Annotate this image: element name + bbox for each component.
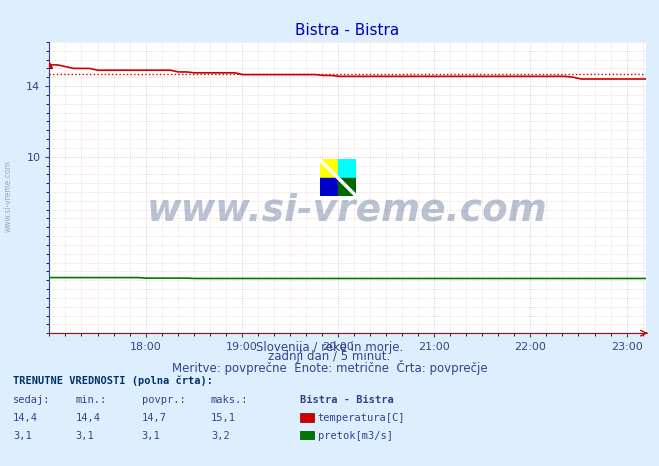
- Text: maks.:: maks.:: [211, 395, 248, 404]
- Text: 3,1: 3,1: [76, 431, 94, 441]
- Text: TRENUTNE VREDNOSTI (polna črta):: TRENUTNE VREDNOSTI (polna črta):: [13, 375, 213, 386]
- Text: 15,1: 15,1: [211, 413, 236, 423]
- Bar: [338, 159, 356, 178]
- Text: 14,4: 14,4: [13, 413, 38, 423]
- Bar: [338, 178, 356, 196]
- Text: 3,1: 3,1: [142, 431, 160, 441]
- Text: 14,4: 14,4: [76, 413, 101, 423]
- Bar: [320, 159, 338, 178]
- Text: www.si-vreme.com: www.si-vreme.com: [147, 193, 548, 229]
- Text: 3,2: 3,2: [211, 431, 229, 441]
- Text: temperatura[C]: temperatura[C]: [318, 413, 405, 423]
- Text: Meritve: povprečne  Enote: metrične  Črta: povprečje: Meritve: povprečne Enote: metrične Črta:…: [172, 360, 487, 375]
- Text: 3,1: 3,1: [13, 431, 32, 441]
- Text: Bistra - Bistra: Bistra - Bistra: [300, 395, 393, 404]
- Text: Slovenija / reke in morje.: Slovenija / reke in morje.: [256, 341, 403, 354]
- Title: Bistra - Bistra: Bistra - Bistra: [295, 23, 400, 38]
- Text: min.:: min.:: [76, 395, 107, 404]
- Text: povpr.:: povpr.:: [142, 395, 185, 404]
- Text: pretok[m3/s]: pretok[m3/s]: [318, 431, 393, 441]
- Text: 14,7: 14,7: [142, 413, 167, 423]
- Text: www.si-vreme.com: www.si-vreme.com: [3, 160, 13, 232]
- Bar: [320, 178, 338, 196]
- Text: sedaj:: sedaj:: [13, 395, 51, 404]
- Text: zadnji dan / 5 minut.: zadnji dan / 5 minut.: [268, 350, 391, 363]
